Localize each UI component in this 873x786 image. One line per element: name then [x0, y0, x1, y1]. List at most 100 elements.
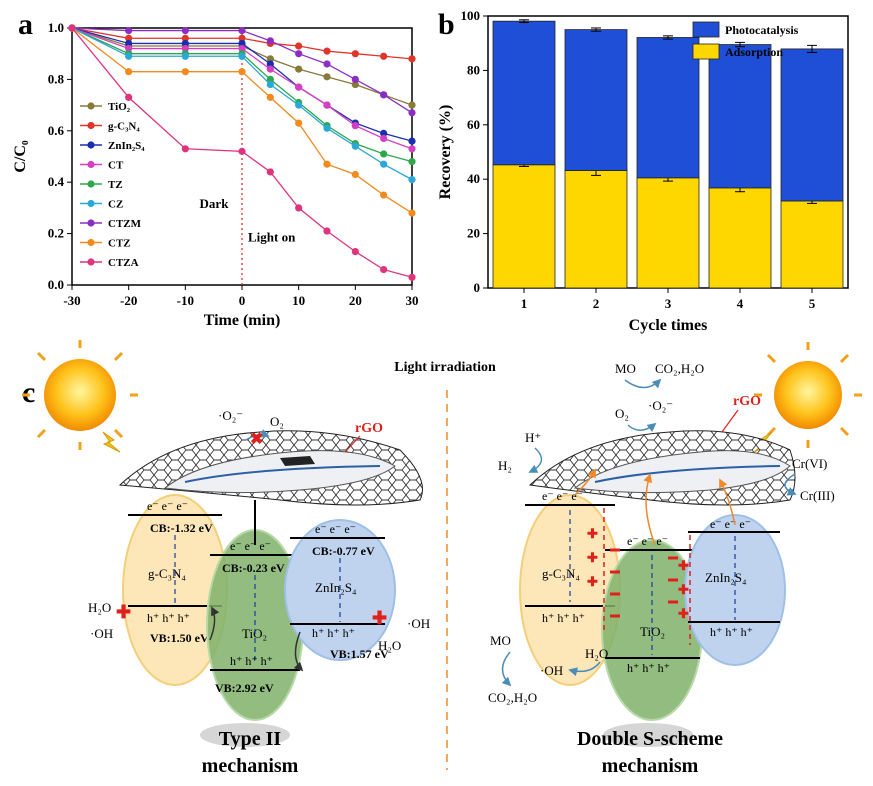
data-point [295, 65, 303, 73]
panel-label-b: b [438, 8, 455, 41]
h2o-right-left: H₂O [378, 638, 401, 653]
svg-text:e⁻ e⁻ e⁻: e⁻ e⁻ e⁻ [230, 539, 271, 553]
o2-radical-right: ·O₂⁻ [648, 398, 673, 413]
data-point [408, 101, 416, 109]
data-point [266, 55, 274, 63]
h-plus: H⁺ [525, 430, 541, 445]
bar-adsorption [492, 164, 556, 289]
o2-radical-left: ·O₂⁻ [218, 408, 243, 423]
data-point [408, 145, 416, 153]
data-point [380, 150, 388, 158]
svg-text:h⁺ h⁺ h⁺: h⁺ h⁺ h⁺ [230, 654, 273, 668]
bar-photocatalysis [708, 44, 772, 189]
legend-marker [87, 141, 95, 149]
data-point [380, 134, 388, 143]
series-line-6 [71, 27, 413, 114]
panel-label-a: a [18, 8, 33, 41]
svg-text:✚: ✚ [372, 608, 387, 628]
bar-photocatalysis [492, 20, 556, 166]
legend-label-b: Photocatalysis [725, 23, 799, 37]
data-point [351, 80, 359, 89]
cr6: Cr(VI) [792, 456, 827, 471]
svg-text:h⁺ h⁺ h⁺: h⁺ h⁺ h⁺ [147, 611, 190, 625]
legend-marker [87, 180, 95, 188]
gcn-name: g-C₃N₄ [148, 566, 186, 581]
data-point [408, 158, 416, 166]
data-point [266, 60, 274, 68]
x-axis-label-a: Time (min) [204, 312, 281, 329]
data-point [351, 142, 359, 150]
panel-label-c: c [22, 376, 36, 409]
left-title-2: mechanism [202, 755, 299, 777]
gcn-vb: VB:1.50 eV [150, 631, 209, 645]
svg-text:h⁺ h⁺ h⁺: h⁺ h⁺ h⁺ [627, 661, 670, 675]
data-point [181, 39, 189, 48]
data-point [408, 55, 416, 63]
legend-marker [87, 219, 95, 227]
data-point [408, 137, 416, 145]
y-tick-label-b: 40 [467, 171, 480, 186]
data-point [238, 68, 246, 76]
legend-label: g-C₃N₄ [108, 121, 140, 133]
rgo-label-right: rGO [733, 394, 761, 409]
gcn-cb: CB:-1.32 eV [150, 521, 213, 535]
svg-text:e⁻ e⁻ e⁻: e⁻ e⁻ e⁻ [710, 517, 751, 531]
legend-label-b: Adsorption [725, 45, 783, 59]
x-tick-label-b: 5 [809, 296, 816, 311]
cr3: Cr(III) [800, 488, 835, 503]
bar-adsorption [564, 170, 628, 289]
svg-text:h⁺ h⁺ h⁺: h⁺ h⁺ h⁺ [312, 626, 355, 640]
data-point [181, 44, 189, 53]
svg-text:✚: ✚ [678, 606, 689, 621]
y-tick-label-a: 0.6 [48, 123, 65, 138]
data-point [266, 80, 274, 89]
bar-photocatalysis [780, 48, 844, 202]
co2-bottom: CO₂,H₂O [488, 690, 537, 705]
data-point [323, 47, 331, 55]
right-title-2: mechanism [602, 755, 699, 777]
y-tick-label-a: 0.8 [48, 71, 65, 86]
legend-marker [87, 121, 95, 130]
svg-text:e⁻ e⁻ e⁻: e⁻ e⁻ e⁻ [627, 534, 668, 548]
y-axis-label-b: Recovery (%) [437, 105, 454, 200]
zis-vb: VB:1.57 eV [330, 647, 389, 661]
h2o-left: H₂O [88, 600, 111, 615]
y-tick-label-a: 0.4 [48, 174, 65, 189]
o2-left: O₂ [270, 414, 284, 429]
svg-text:e⁻ e⁻ e⁻: e⁻ e⁻ e⁻ [147, 499, 188, 513]
data-point [125, 39, 133, 48]
data-point [380, 265, 388, 274]
data-point [181, 26, 189, 35]
oh-left: ·OH [90, 626, 113, 641]
svg-text:h⁺ h⁺ h⁺: h⁺ h⁺ h⁺ [710, 625, 753, 639]
zis-name-right: ZnIn₂S₄ [705, 570, 747, 585]
svg-text:h⁺ h⁺ h⁺: h⁺ h⁺ h⁺ [542, 611, 585, 625]
data-point [323, 227, 331, 235]
data-point [125, 26, 133, 35]
data-point [351, 247, 359, 256]
legend-marker [87, 199, 95, 208]
data-point [380, 191, 388, 199]
o2-right: O₂ [615, 406, 629, 421]
y-tick-label-b: 80 [467, 62, 480, 77]
data-point [181, 52, 189, 60]
data-point [266, 93, 274, 101]
x-tick-label-a: 30 [406, 293, 419, 308]
bar-photocatalysis [636, 37, 700, 179]
svg-text:✚: ✚ [587, 574, 598, 589]
data-point [323, 73, 331, 81]
data-point [408, 176, 416, 184]
data-point [125, 93, 133, 101]
tio2-cb: CB:-0.23 eV [222, 561, 285, 575]
legend-swatch-b [692, 43, 720, 60]
sun-icon [22, 340, 138, 450]
x-axis-label-b: Cycle times [629, 317, 708, 334]
data-point [181, 145, 189, 153]
data-point [125, 34, 133, 42]
data-point [295, 50, 303, 58]
data-point [380, 52, 388, 60]
legend-swatch-b [692, 21, 720, 38]
svg-text:✚: ✚ [587, 550, 598, 565]
x-tick-label-a: 10 [292, 293, 305, 308]
series-line-0 [71, 27, 413, 106]
